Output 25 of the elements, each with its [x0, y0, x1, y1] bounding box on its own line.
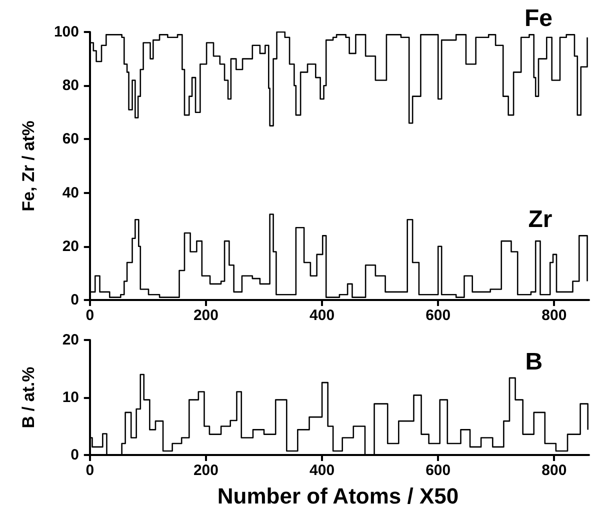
x-tick-label: 600 [426, 307, 451, 324]
y-tick-label: 0 [70, 292, 79, 308]
y-tick-label: 0 [70, 446, 79, 464]
x-tick-label: 400 [310, 307, 335, 324]
y-tick-label: 20 [62, 332, 79, 348]
x-tick-label: 800 [542, 307, 567, 324]
x-tick-label: 800 [542, 462, 567, 479]
y-axis-title: B / at.% [19, 366, 38, 428]
x-tick-label: 0 [86, 462, 94, 479]
series-label: Zr [528, 206, 552, 234]
y-tick-label: 10 [62, 389, 79, 406]
y-tick-label: 100 [54, 24, 79, 40]
x-tick-label: 400 [310, 462, 335, 479]
y-tick-label: 80 [62, 77, 79, 94]
series-label: Fe [524, 5, 553, 32]
x-tick-label: 600 [426, 462, 451, 479]
y-axis-title: Fe, Zr / at% [19, 120, 38, 212]
x-tick-label: 200 [193, 462, 218, 479]
x-axis-title: Number of Atoms / X50 [217, 484, 459, 508]
y-tick-label: 40 [62, 184, 79, 202]
x-tick-label: 200 [193, 307, 218, 324]
series-label: B [525, 348, 543, 376]
y-tick-label: 60 [62, 130, 79, 148]
y-tick-label: 20 [62, 238, 79, 255]
x-tick-label: 0 [86, 307, 94, 324]
